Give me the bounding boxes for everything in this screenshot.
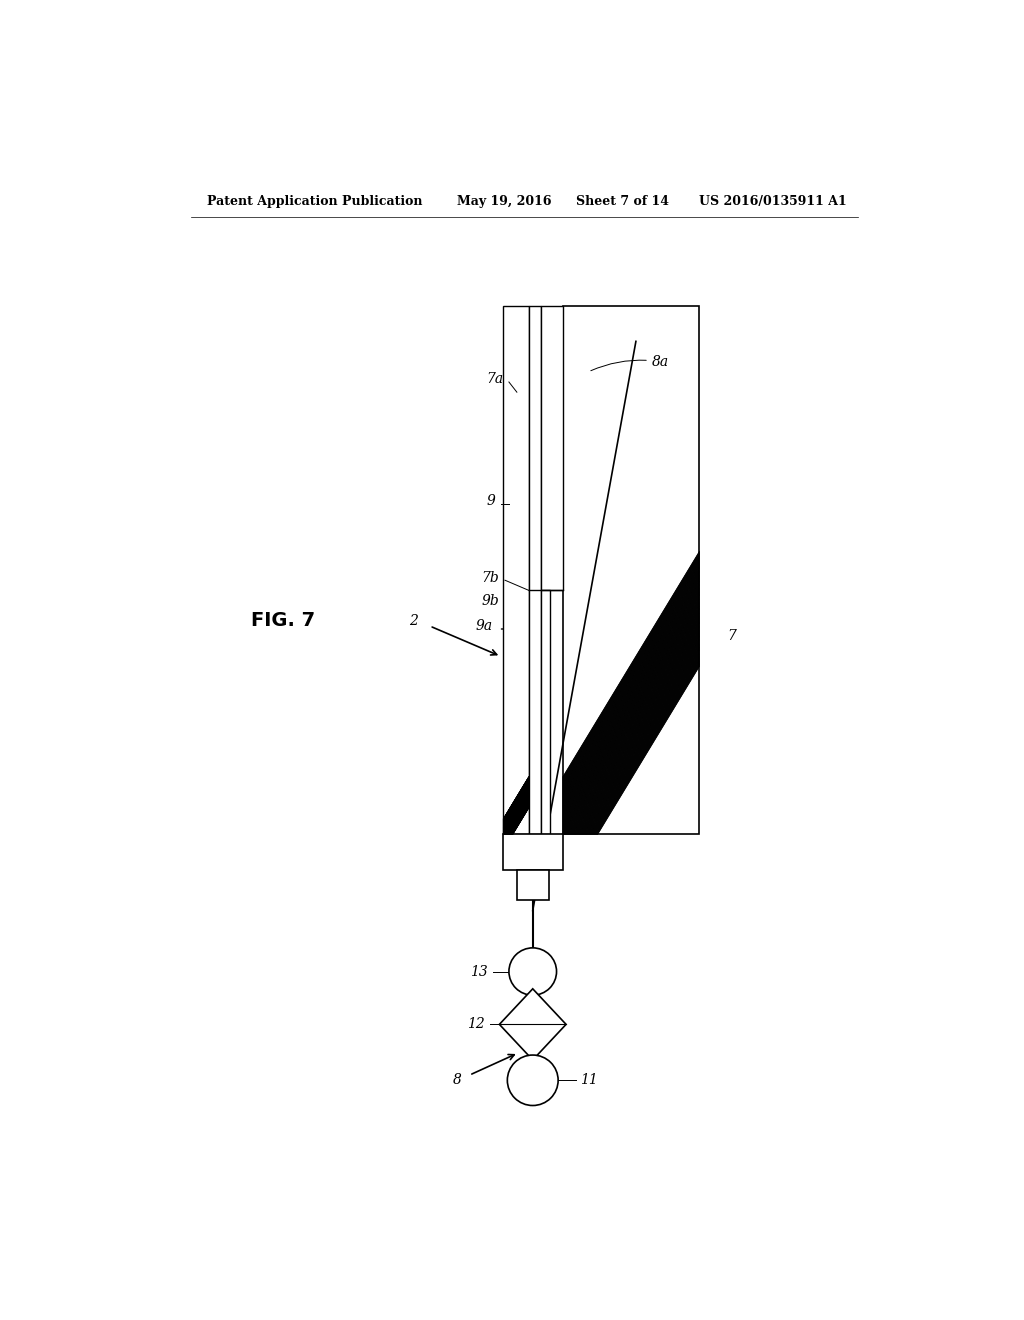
Bar <box>517 870 549 900</box>
Text: Sheet 7 of 14: Sheet 7 of 14 <box>577 194 670 207</box>
Ellipse shape <box>507 1055 558 1106</box>
Text: Patent Application Publication: Patent Application Publication <box>207 194 423 207</box>
Bar <box>541 590 550 834</box>
Bar <box>504 306 528 834</box>
Text: 11: 11 <box>581 1073 598 1088</box>
Text: 13: 13 <box>470 965 487 978</box>
Text: 9b: 9b <box>481 594 500 607</box>
Polygon shape <box>500 989 566 1060</box>
Text: 12: 12 <box>467 1018 485 1031</box>
Bar <box>541 306 563 590</box>
Text: 7: 7 <box>727 630 736 643</box>
Text: 9a: 9a <box>476 619 494 634</box>
Text: 2: 2 <box>409 614 418 628</box>
Text: May 19, 2016: May 19, 2016 <box>458 194 552 207</box>
Text: 8: 8 <box>453 1073 461 1088</box>
Bar <box>504 834 563 870</box>
Ellipse shape <box>509 948 557 995</box>
Bar <box>528 306 541 834</box>
Text: US 2016/0135911 A1: US 2016/0135911 A1 <box>699 194 847 207</box>
Text: 7a: 7a <box>486 372 504 385</box>
Text: FIG. 7: FIG. 7 <box>251 611 314 631</box>
Bar <box>563 306 699 834</box>
Text: 9: 9 <box>486 494 496 508</box>
Text: 7b: 7b <box>481 572 500 585</box>
Text: 8a: 8a <box>591 355 669 371</box>
